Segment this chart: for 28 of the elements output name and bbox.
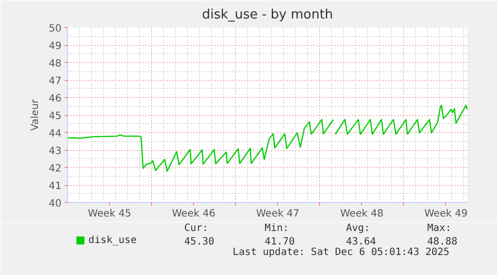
chart-title: disk_use - by month xyxy=(202,8,333,22)
y-tick-label: 40 xyxy=(48,198,62,210)
y-tick-label: 49 xyxy=(48,41,62,52)
text: 45.30 xyxy=(184,236,214,248)
text: Min: xyxy=(264,223,289,234)
y-axis-title: Valeur xyxy=(30,98,41,131)
x-tick-label: Week 47 xyxy=(256,208,300,220)
y-tick-label: 50 xyxy=(48,24,62,34)
text: 41.70 xyxy=(264,236,295,248)
y-tick-label: 47 xyxy=(48,76,62,87)
x-tick-label: Week 45 xyxy=(88,208,132,220)
text: Last update: Sat Dec 6 05:01:43 2025 xyxy=(232,247,450,258)
y-tick-label: 44 xyxy=(48,128,62,140)
legend-label: disk_use xyxy=(88,235,137,246)
x-tick-label: Week 48 xyxy=(340,208,384,220)
y-tick-label: 46 xyxy=(48,94,62,104)
y-tick-label: 41 xyxy=(48,181,62,192)
x-tick-label: Week 49 xyxy=(424,208,468,220)
x-tick-label: Week 46 xyxy=(172,208,216,220)
y-tick-label: 48 xyxy=(48,58,62,70)
y-tick-label: 45 xyxy=(48,111,62,122)
text: Avg: xyxy=(346,223,370,234)
text: 48.88 xyxy=(427,236,458,248)
text: Max: xyxy=(427,223,452,234)
y-tick-label: 43 xyxy=(48,146,62,157)
text: Cur: xyxy=(184,223,208,234)
y-tick-label: 42 xyxy=(48,164,62,174)
text: 43.64 xyxy=(346,236,376,248)
